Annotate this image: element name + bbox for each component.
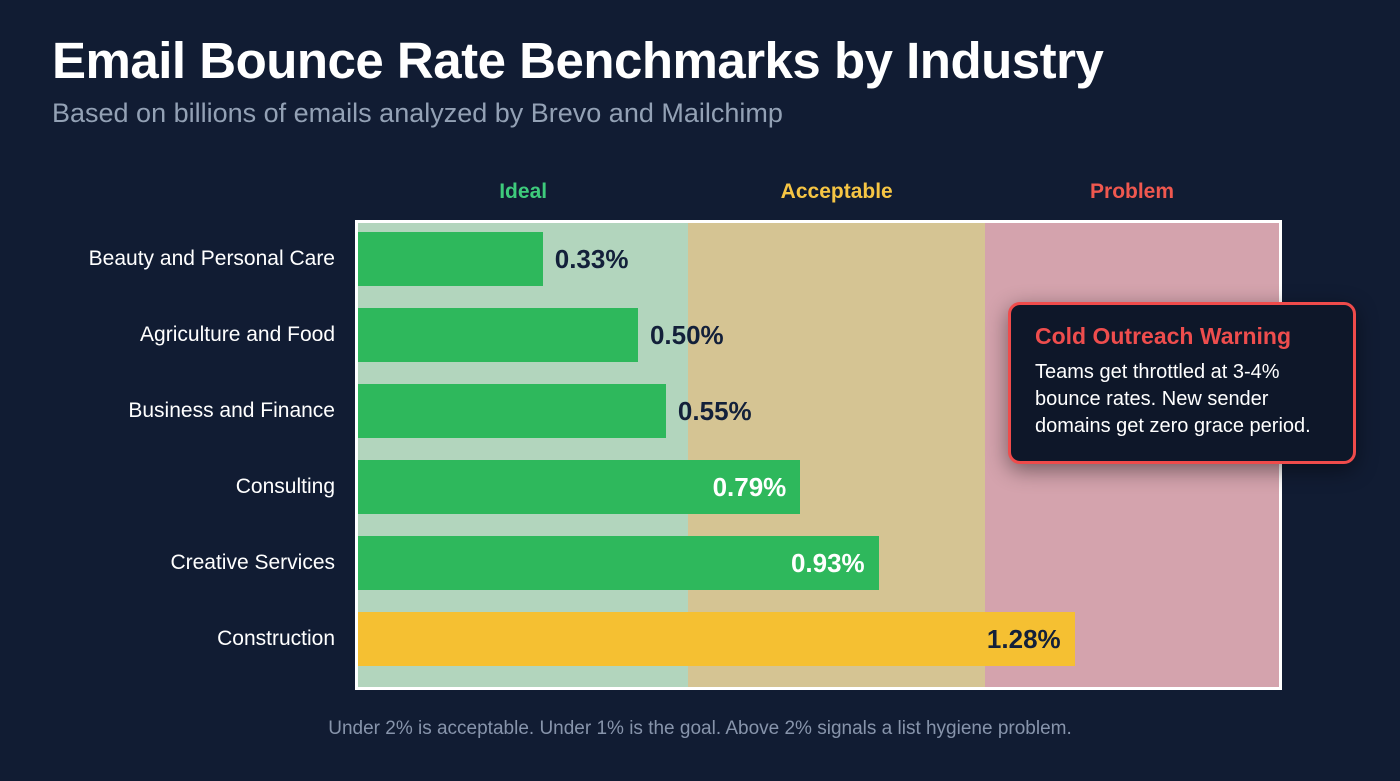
bar-row: 1.28% (358, 612, 1279, 666)
bar-consulting (358, 460, 801, 514)
page-title: Email Bounce Rate Benchmarks by Industry (52, 32, 1104, 89)
bar-value-label: 0.79% (712, 472, 787, 502)
bar-agriculture-and-food (358, 308, 638, 362)
callout-title: Cold Outreach Warning (1035, 323, 1291, 349)
zone-label-problem: Problem (1090, 180, 1175, 203)
bar-value-label: 0.93% (790, 548, 865, 578)
bar-value-label: 0.33% (554, 244, 629, 274)
bar-value-label: 1.28% (986, 624, 1061, 654)
category-label: Business and Finance (128, 399, 335, 422)
bar-row: 0.55% (358, 384, 1279, 438)
category-label: Agriculture and Food (140, 323, 335, 346)
bar-value-label: 0.50% (649, 320, 724, 350)
category-label: Construction (217, 627, 335, 650)
category-label: Creative Services (170, 551, 335, 574)
category-label: Consulting (235, 475, 335, 498)
zone-label-ideal: Ideal (499, 180, 548, 203)
callout-body: Teams get throttled at 3-4% bounce rates… (1035, 361, 1311, 438)
category-axis-labels: Beauty and Personal Care Agriculture and … (0, 220, 335, 690)
bar-construction (358, 612, 1075, 666)
bar-business-and-finance (358, 384, 666, 438)
chart-footnote: Under 2% is acceptable. Under 1% is the … (328, 718, 1072, 739)
bar-row: 0.33% (358, 232, 1279, 286)
zone-label-acceptable: Acceptable (780, 180, 893, 203)
bar-row: 0.79% (358, 460, 1279, 514)
chart-plot-area: 0.33% 0.50% 0.55% 0.79% 0.93% 1.28% (355, 220, 1282, 690)
bar-value-label: 0.55% (677, 396, 752, 426)
bar-beauty-and-personal-care (358, 232, 543, 286)
bar-creative-services (358, 536, 879, 590)
cold-outreach-warning-callout: Cold Outreach Warning Teams get throttle… (1008, 302, 1356, 464)
bar-row: 0.93% (358, 536, 1279, 590)
chart-header: Email Bounce Rate Benchmarks by Industry… (52, 34, 1352, 128)
bars-layer: 0.33% 0.50% 0.55% 0.79% 0.93% 1.28% (358, 223, 1279, 687)
zone-band-acceptable (688, 223, 986, 687)
page-subtitle: Based on billions of emails analyzed by … (52, 97, 783, 128)
zone-band-ideal (358, 223, 689, 687)
zone-legend: Ideal Acceptable Problem (355, 180, 1282, 214)
category-label: Beauty and Personal Care (88, 247, 335, 270)
bar-row: 0.50% (358, 308, 1279, 362)
